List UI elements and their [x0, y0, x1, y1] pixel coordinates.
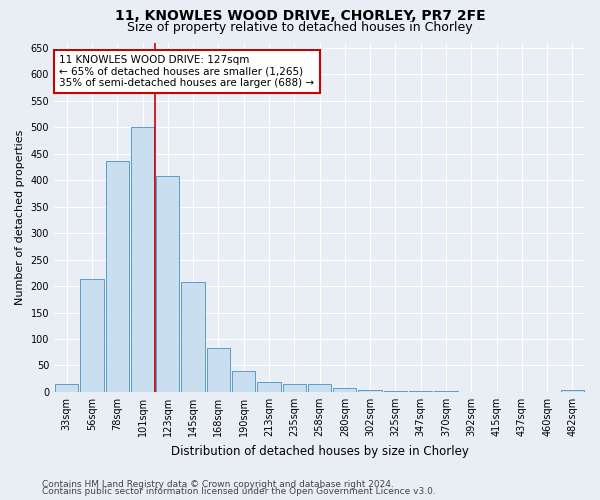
- Bar: [308, 384, 331, 392]
- Bar: [80, 279, 104, 392]
- Text: Contains public sector information licensed under the Open Government Licence v3: Contains public sector information licen…: [42, 487, 436, 496]
- Bar: [232, 371, 256, 392]
- Bar: [358, 390, 382, 392]
- Text: 11, KNOWLES WOOD DRIVE, CHORLEY, PR7 2FE: 11, KNOWLES WOOD DRIVE, CHORLEY, PR7 2FE: [115, 9, 485, 23]
- Text: 11 KNOWLES WOOD DRIVE: 127sqm
← 65% of detached houses are smaller (1,265)
35% o: 11 KNOWLES WOOD DRIVE: 127sqm ← 65% of d…: [59, 54, 314, 88]
- Bar: [333, 388, 356, 392]
- Bar: [257, 382, 281, 392]
- Bar: [207, 348, 230, 392]
- Bar: [55, 384, 79, 392]
- Text: Contains HM Land Registry data © Crown copyright and database right 2024.: Contains HM Land Registry data © Crown c…: [42, 480, 394, 489]
- Bar: [156, 176, 179, 392]
- Bar: [131, 127, 154, 392]
- Bar: [561, 390, 584, 392]
- X-axis label: Distribution of detached houses by size in Chorley: Distribution of detached houses by size …: [170, 444, 469, 458]
- Y-axis label: Number of detached properties: Number of detached properties: [15, 130, 25, 305]
- Bar: [106, 160, 129, 392]
- Bar: [283, 384, 306, 392]
- Bar: [181, 282, 205, 392]
- Text: Size of property relative to detached houses in Chorley: Size of property relative to detached ho…: [127, 21, 473, 34]
